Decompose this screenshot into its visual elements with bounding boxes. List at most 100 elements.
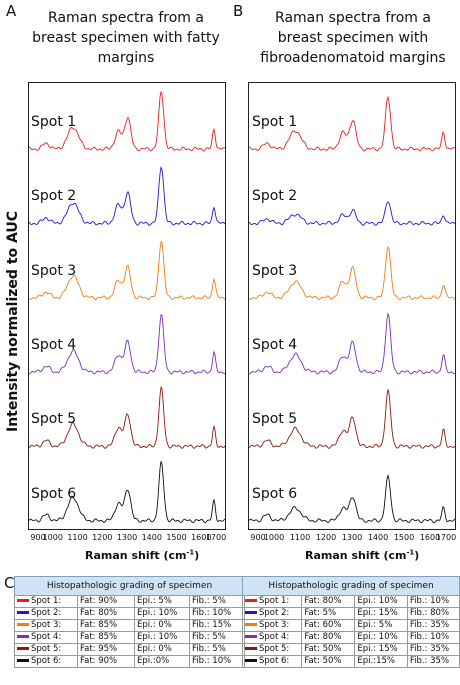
panel-d-cell-text: Spot 3: (259, 620, 290, 630)
superscript: -1 (186, 548, 195, 556)
panel-a-xtick-label: 1600 (191, 533, 212, 542)
panel-d-cell-text: Spot 6: (259, 656, 290, 666)
panel-a-spot-label: Spot 6 (31, 485, 77, 502)
panel-d-cell-text: Epi.: 5% (357, 620, 393, 630)
panel-c-cell-text: Fib.: 15% (192, 620, 232, 630)
panel-d-cell-text: Epi.: 15% (357, 608, 398, 618)
panel-b-xtick-label: 1500 (393, 533, 415, 542)
panel-c-cell-epi: Epi.: 0% (134, 619, 190, 632)
panel-a-spot-label: Spot 2 (31, 188, 77, 205)
panel-b-spectrum-line (248, 95, 456, 152)
panel-d-cell-spot: Spot 4: (241, 631, 303, 644)
panel-d-table-row: Spot 6: Fat: 50% Epi.:15% Fib.: 35% (241, 655, 460, 668)
panel-d-table-header: Histopathologic grading of specimen (242, 576, 460, 596)
panel-c-cell-text: Fat: 95% (80, 644, 118, 654)
panel-d-cell-text: Fib.: 10% (409, 632, 450, 642)
panel-letter-b: B (233, 2, 244, 20)
panel-letter-a: A (6, 2, 17, 20)
panel-c-cell-fib: Fib.: 10% (189, 655, 245, 668)
panel-c-cell-text: Spot 6: (31, 656, 62, 666)
panel-b-xtick-label: 1700 (435, 533, 457, 542)
panel-a-title-line: Raman spectra from a (48, 10, 204, 26)
panel-d-cell-fat: Fat: 80% (301, 631, 356, 644)
panel-a-spectrum-line (28, 385, 226, 449)
panel-d-cell-spot: Spot 5: (241, 643, 303, 656)
panel-b-spot-label: Spot 2 (252, 188, 298, 205)
panel-d-table-row: Spot 5: Fat: 50% Epi.: 15% Fib.: 35% (241, 643, 460, 656)
panel-b-xtick-label: 1100 (289, 533, 311, 542)
panel-d-cell-epi: Epi.: 5% (354, 619, 408, 632)
panel-c-cell-epi: Epi.: 5% (134, 595, 190, 608)
panel-a-xtick-label: 1500 (166, 533, 187, 542)
panel-d-cell-fib: Fib.: 35% (406, 655, 460, 668)
panel-c-cell-spot: Spot 1: (14, 595, 78, 608)
panel-d-cell-text: Fat: 5% (304, 608, 337, 618)
panel-d-cell-text: Spot 2: (259, 608, 290, 618)
panel-b-spot-label: Spot 4 (252, 337, 298, 353)
panel-a-spectrum-line (28, 91, 226, 152)
panel-c-cell-text: Fib.: 10% (192, 608, 232, 618)
panel-b-xtick-label: 1600 (419, 533, 441, 542)
panel-a-title: Raman spectra from a breast specimen wit… (26, 8, 226, 68)
panel-d-cell-text: Fat: 80% (304, 632, 342, 642)
panel-a-x-axis-label: Raman shift (cm-1) (85, 548, 199, 562)
panel-a-plot-area (28, 82, 226, 530)
superscript: -1 (406, 548, 415, 556)
panel-c-color-swatch (17, 623, 29, 626)
panel-d-cell-text: Spot 5: (259, 644, 290, 654)
panel-d-cell-text: Fib.: 35% (409, 644, 450, 654)
panel-d-table-row: Spot 2: Fat: 5% Epi.: 15% Fib.: 80% (241, 607, 460, 620)
panel-c-cell-text: Fib.: 5% (192, 644, 226, 654)
panel-a-spot-label: Spot 4 (31, 337, 77, 353)
panel-a-xtick-label: 1200 (92, 533, 113, 542)
panel-d-color-swatch (245, 647, 257, 650)
panel-c-cell-epi: Epi.: 0% (134, 643, 190, 656)
panel-c-cell-text: Epi.: 5% (137, 596, 172, 606)
panel-a-title-line: breast specimen with fatty (32, 30, 220, 46)
panel-d-cell-text: Fat: 60% (304, 620, 342, 630)
panel-a-spot-label: Spot 5 (31, 411, 77, 428)
panel-c-cell-fat: Fat: 85% (77, 631, 135, 644)
panel-b-xticks: 900 1000 1100 1200 1300 1400 1500 1600 1700 (248, 533, 456, 545)
panel-c-table-row: Spot 4: Fat: 85% Epi.: 10% Fib.: 5% (14, 631, 245, 644)
panel-c-cell-fib: Fib.: 5% (189, 643, 245, 656)
panel-c-cell-text: Spot 5: (31, 644, 62, 654)
panel-c-cell-spot: Spot 3: (14, 619, 78, 632)
panel-d-cell-epi: Epi.: 15% (354, 643, 408, 656)
panel-c-cell-text: Epi.: 10% (137, 608, 178, 618)
panel-d-cell-fat: Fat: 50% (301, 643, 356, 656)
panel-d-cell-fat: Fat: 60% (301, 619, 356, 632)
panel-a-spot-label: Spot 1 (31, 114, 77, 130)
panel-d-cell-text: Spot 4: (259, 632, 290, 642)
panel-a-xticks: 900 1000 1100 1200 1300 1400 1500 1600 1700 (28, 533, 226, 545)
panel-c-color-swatch (17, 659, 29, 662)
panel-d-cell-fib: Fib.: 10% (406, 631, 460, 644)
panel-c-cell-epi: Epi.: 10% (134, 607, 190, 620)
panel-d-cell-fat: Fat: 5% (301, 607, 356, 620)
panel-b-spectrum-line (248, 473, 456, 524)
panel-d-color-swatch (245, 611, 257, 614)
panel-b-spectrum-line (248, 201, 456, 226)
panel-c-cell-text: Fib.: 10% (192, 656, 232, 666)
panel-c-color-swatch (17, 635, 29, 638)
panel-c-cell-text: Fat: 80% (80, 608, 118, 618)
panel-c-color-swatch (17, 599, 29, 602)
panel-c-cell-text: Epi.:0% (137, 656, 170, 666)
panel-c-cell-spot: Spot 2: (14, 607, 78, 620)
panel-d-table-row: Spot 1: Fat: 80% Epi.: 10% Fib.: 10% (241, 595, 460, 608)
panel-c-cell-text: Spot 4: (31, 632, 62, 642)
panel-c-cell-text: Epi.: 0% (137, 644, 172, 654)
panel-b-xtick-label: 1200 (315, 533, 337, 542)
panel-b-x-axis-label: Raman shift (cm-1) (305, 548, 419, 562)
panel-c-cell-epi: Epi.: 10% (134, 631, 190, 644)
panel-c-color-swatch (17, 647, 29, 650)
panel-a-spectrum-line (28, 241, 226, 300)
panel-c-table-row: Spot 3: Fat: 85% Epi.: 0% Fib.: 15% (14, 619, 245, 632)
y-axis-label: Intensity normalized to AUC (5, 210, 21, 432)
panel-c-cell-text: Fat: 85% (80, 620, 118, 630)
panel-a-xtick-label: 1000 (42, 533, 63, 542)
panel-c-cell-fat: Fat: 90% (77, 595, 135, 608)
panel-c-table-row: Spot 2: Fat: 80% Epi.: 10% Fib.: 10% (14, 607, 245, 620)
panel-d-cell-spot: Spot 2: (241, 607, 303, 620)
panel-letter-c: C (4, 574, 15, 592)
